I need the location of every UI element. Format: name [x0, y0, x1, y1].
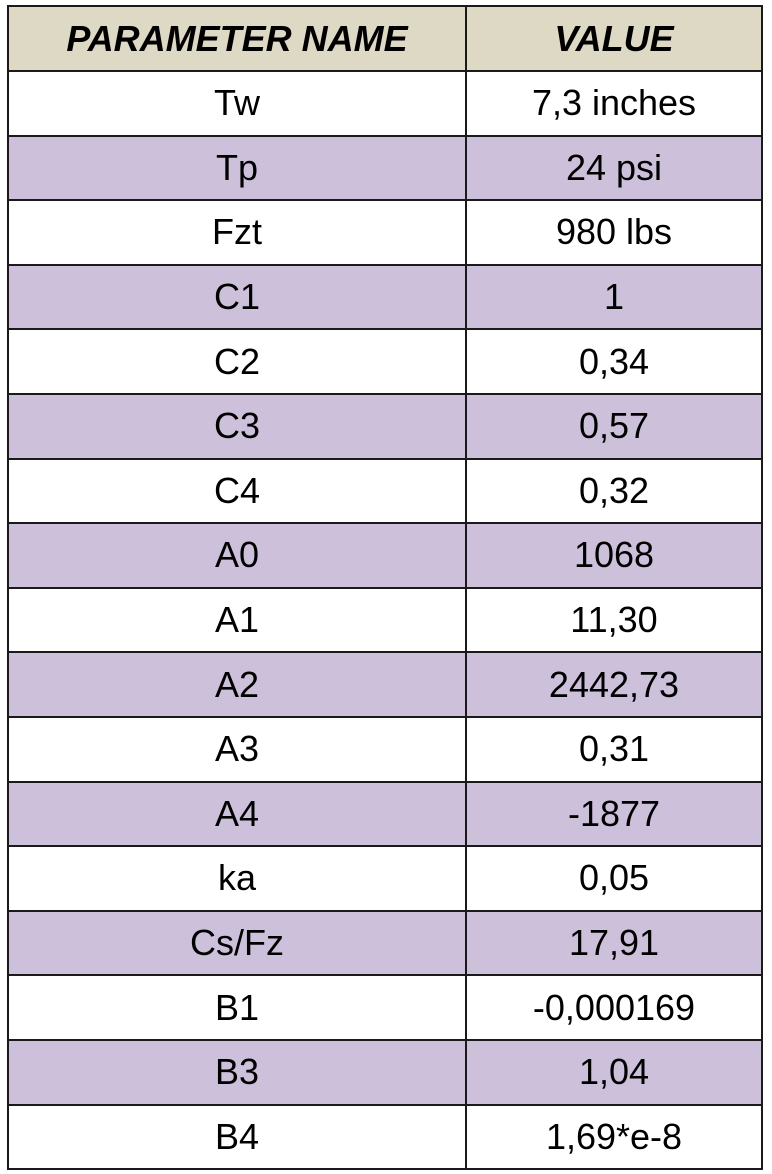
table-row: ka 0,05 — [7, 845, 763, 912]
parameter-value: 1,69*e-8 — [465, 1103, 763, 1171]
table-body: Tw 7,3 inches Tp 24 psi Fzt 980 lbs C1 1 C2 0,34 C… — [7, 70, 763, 1171]
table-row: C2 0,34 — [7, 328, 763, 395]
parameter-name: C3 — [7, 392, 467, 460]
header-cell: VALUE — [465, 5, 763, 72]
table-row: A4 -1877 — [7, 780, 763, 848]
parameter-name: A0 — [7, 522, 467, 589]
parameter-value: 0,32 — [465, 457, 763, 525]
parameter-value: 1 — [465, 263, 763, 331]
parameter-value: 11,30 — [465, 586, 763, 654]
table-row: B3 1,04 — [7, 1038, 763, 1106]
table-row: B1 -0,000169 — [7, 974, 763, 1041]
parameter-name: Tw — [7, 70, 467, 137]
parameter-value: 24 psi — [465, 134, 763, 202]
parameter-value: 17,91 — [465, 909, 763, 977]
header-cell: PARAMETER NAME — [7, 5, 467, 72]
parameter-name: A1 — [7, 586, 467, 654]
parameter-name: C4 — [7, 457, 467, 525]
parameter-name: A4 — [7, 780, 467, 848]
parameter-value: 1,04 — [465, 1038, 763, 1106]
table-row: C3 0,57 — [7, 392, 763, 460]
parameter-value: 0,31 — [465, 715, 763, 783]
parameter-name: ka — [7, 845, 467, 912]
table-row: Fzt 980 lbs — [7, 199, 763, 266]
parameter-name: C2 — [7, 328, 467, 395]
parameter-name: A3 — [7, 715, 467, 783]
parameter-name: C1 — [7, 263, 467, 331]
parameter-value: 7,3 inches — [465, 70, 763, 137]
parameter-value: 0,57 — [465, 392, 763, 460]
table-row: Tw 7,3 inches — [7, 70, 763, 137]
parameter-value: 980 lbs — [465, 199, 763, 266]
parameter-value: 0,34 — [465, 328, 763, 395]
table-row: A3 0,31 — [7, 715, 763, 783]
table-row: A1 11,30 — [7, 586, 763, 654]
parameter-name: A2 — [7, 651, 467, 718]
header-row: PARAMETER NAME VALUE — [7, 5, 763, 72]
parameter-name: Tp — [7, 134, 467, 202]
parameter-name: B3 — [7, 1038, 467, 1106]
table-row: Cs/Fz 17,91 — [7, 909, 763, 977]
parameter-value: 2442,73 — [465, 651, 763, 718]
table-row: C1 1 — [7, 263, 763, 331]
parameter-name: Fzt — [7, 199, 467, 266]
parameter-name: B4 — [7, 1103, 467, 1171]
table-row: C4 0,32 — [7, 457, 763, 525]
table-row: Tp 24 psi — [7, 134, 763, 202]
parameter-name: B1 — [7, 974, 467, 1041]
parameter-value: 1068 — [465, 522, 763, 589]
table-row: A0 1068 — [7, 522, 763, 589]
parameter-value: -0,000169 — [465, 974, 763, 1041]
table-row: B4 1,69*e-8 — [7, 1103, 763, 1171]
parameter-name: Cs/Fz — [7, 909, 467, 977]
parameter-table: PARAMETER NAME VALUE Tw 7,3 inches Tp 24 ps… — [7, 5, 763, 1171]
parameter-value: 0,05 — [465, 845, 763, 912]
table-row: A2 2442,73 — [7, 651, 763, 718]
parameter-value: -1877 — [465, 780, 763, 848]
